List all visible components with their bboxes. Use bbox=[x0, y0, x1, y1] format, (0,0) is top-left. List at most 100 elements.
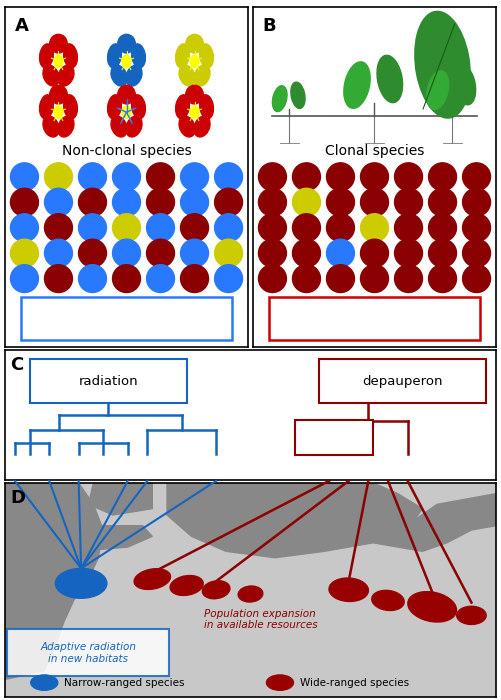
Ellipse shape bbox=[180, 265, 208, 293]
Ellipse shape bbox=[428, 163, 456, 190]
Text: Clonal species: Clonal species bbox=[325, 144, 424, 158]
Text: A: A bbox=[15, 18, 29, 35]
Ellipse shape bbox=[327, 163, 354, 190]
Ellipse shape bbox=[238, 586, 263, 602]
Text: depauperon: depauperon bbox=[362, 374, 443, 388]
Circle shape bbox=[54, 106, 63, 118]
Ellipse shape bbox=[179, 65, 195, 86]
Ellipse shape bbox=[132, 44, 145, 68]
Polygon shape bbox=[373, 494, 496, 552]
Ellipse shape bbox=[214, 188, 242, 216]
Ellipse shape bbox=[200, 44, 213, 68]
Ellipse shape bbox=[293, 265, 321, 293]
Ellipse shape bbox=[361, 265, 388, 293]
Text: C: C bbox=[10, 356, 23, 374]
Ellipse shape bbox=[126, 116, 142, 137]
Ellipse shape bbox=[58, 116, 74, 137]
Ellipse shape bbox=[259, 265, 287, 293]
Ellipse shape bbox=[291, 82, 305, 108]
Ellipse shape bbox=[372, 590, 404, 610]
Ellipse shape bbox=[11, 188, 39, 216]
FancyBboxPatch shape bbox=[8, 629, 169, 676]
Ellipse shape bbox=[170, 575, 203, 596]
Ellipse shape bbox=[273, 85, 287, 111]
Ellipse shape bbox=[361, 188, 388, 216]
Ellipse shape bbox=[186, 85, 203, 104]
Ellipse shape bbox=[134, 568, 170, 589]
Polygon shape bbox=[89, 483, 152, 515]
Ellipse shape bbox=[45, 239, 73, 267]
Ellipse shape bbox=[428, 188, 456, 216]
Ellipse shape bbox=[147, 188, 174, 216]
Ellipse shape bbox=[113, 188, 140, 216]
Ellipse shape bbox=[293, 239, 321, 267]
Circle shape bbox=[122, 106, 131, 118]
Ellipse shape bbox=[40, 94, 53, 119]
Ellipse shape bbox=[395, 214, 422, 242]
Text: D: D bbox=[10, 489, 25, 508]
Ellipse shape bbox=[293, 163, 321, 190]
Ellipse shape bbox=[462, 214, 490, 242]
Ellipse shape bbox=[180, 163, 208, 190]
Text: Non-clonal species: Non-clonal species bbox=[62, 144, 191, 158]
Ellipse shape bbox=[118, 34, 135, 53]
Ellipse shape bbox=[462, 239, 490, 267]
Ellipse shape bbox=[11, 239, 39, 267]
Ellipse shape bbox=[408, 592, 456, 622]
Ellipse shape bbox=[327, 265, 354, 293]
Ellipse shape bbox=[45, 163, 73, 190]
Ellipse shape bbox=[462, 188, 490, 216]
FancyBboxPatch shape bbox=[319, 359, 486, 403]
Polygon shape bbox=[167, 483, 422, 558]
Ellipse shape bbox=[395, 188, 422, 216]
Ellipse shape bbox=[11, 265, 39, 293]
Ellipse shape bbox=[361, 214, 388, 242]
Text: radiation: radiation bbox=[78, 374, 138, 388]
Ellipse shape bbox=[344, 62, 370, 108]
Text: High genetic variability: High genetic variability bbox=[54, 312, 199, 326]
Ellipse shape bbox=[259, 239, 287, 267]
Ellipse shape bbox=[118, 85, 135, 104]
Ellipse shape bbox=[395, 163, 422, 190]
Ellipse shape bbox=[43, 65, 59, 86]
Ellipse shape bbox=[31, 675, 58, 690]
Ellipse shape bbox=[43, 116, 59, 137]
Ellipse shape bbox=[293, 188, 321, 216]
Polygon shape bbox=[5, 483, 103, 680]
Ellipse shape bbox=[454, 65, 475, 105]
Ellipse shape bbox=[147, 239, 174, 267]
Ellipse shape bbox=[327, 188, 354, 216]
Ellipse shape bbox=[267, 675, 294, 690]
Ellipse shape bbox=[64, 94, 77, 119]
FancyBboxPatch shape bbox=[295, 420, 373, 455]
Ellipse shape bbox=[179, 116, 195, 137]
Ellipse shape bbox=[45, 214, 73, 242]
Ellipse shape bbox=[58, 65, 74, 86]
Polygon shape bbox=[54, 526, 152, 552]
Ellipse shape bbox=[200, 94, 213, 119]
Ellipse shape bbox=[259, 214, 287, 242]
Ellipse shape bbox=[180, 188, 208, 216]
Text: B: B bbox=[263, 18, 277, 35]
Ellipse shape bbox=[214, 163, 242, 190]
Ellipse shape bbox=[147, 214, 174, 242]
Ellipse shape bbox=[108, 44, 121, 68]
Circle shape bbox=[190, 106, 199, 118]
Ellipse shape bbox=[361, 163, 388, 190]
Text: Low genetic variability: Low genetic variability bbox=[304, 312, 445, 326]
Ellipse shape bbox=[415, 11, 470, 118]
Circle shape bbox=[190, 55, 199, 67]
Ellipse shape bbox=[329, 578, 368, 601]
FancyBboxPatch shape bbox=[30, 359, 187, 403]
Ellipse shape bbox=[45, 265, 73, 293]
Circle shape bbox=[122, 55, 131, 67]
Text: Population expansion
in available resources: Population expansion in available resour… bbox=[203, 609, 317, 631]
Ellipse shape bbox=[108, 94, 121, 119]
Ellipse shape bbox=[428, 239, 456, 267]
Ellipse shape bbox=[79, 163, 106, 190]
Ellipse shape bbox=[395, 265, 422, 293]
Ellipse shape bbox=[259, 188, 287, 216]
FancyBboxPatch shape bbox=[269, 298, 480, 340]
Ellipse shape bbox=[113, 239, 140, 267]
Text: Narrow-ranged species: Narrow-ranged species bbox=[64, 678, 184, 687]
